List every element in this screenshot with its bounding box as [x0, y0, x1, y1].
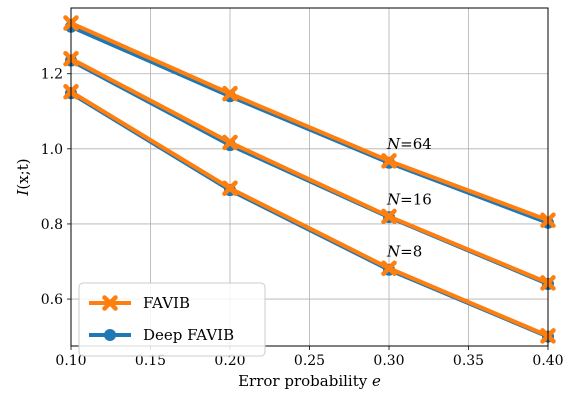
- deep-favib-line-n64: [70, 24, 549, 225]
- annotation-n8: N=8: [386, 242, 422, 260]
- annotation-n64: N=64: [386, 135, 432, 153]
- x-tick-label: 0.10: [55, 353, 86, 369]
- y-axis-label: I(x;t): [14, 158, 32, 196]
- x-tick-label: 0.40: [532, 353, 563, 369]
- y-tick-label: 1.0: [41, 142, 63, 158]
- annotation-n16: N=16: [386, 190, 432, 208]
- x-axis-label-variable: e: [372, 372, 381, 390]
- favib-line-n16: [70, 56, 549, 285]
- favib-series-group: [63, 15, 556, 344]
- legend: FAVIB Deep FAVIB: [78, 282, 266, 357]
- legend-entry-favib: FAVIB: [89, 294, 190, 312]
- x-axis-label-text: Error probability: [238, 372, 372, 390]
- y-tick-label: 0.6: [41, 292, 63, 308]
- legend-label: Deep FAVIB: [143, 326, 234, 344]
- y-axis-label-variable: I: [14, 189, 32, 197]
- legend-label: FAVIB: [143, 294, 190, 312]
- favib-line-n8: [69, 90, 549, 338]
- y-tick-label: 0.8: [41, 217, 63, 233]
- x-tick-label: 0.20: [214, 353, 245, 369]
- y-axis-label-rest: (x;t): [14, 158, 32, 189]
- legend-entry-deep-favib: Deep FAVIB: [89, 326, 234, 344]
- x-tick-label: 0.25: [294, 353, 325, 369]
- x-tick-label: 0.30: [373, 353, 404, 369]
- y-axis-ticks: 0.6 0.8 1.0 1.2: [41, 67, 71, 308]
- favib-point-n64: [222, 85, 238, 102]
- group-annotations: N=64 N=16 N=8: [386, 135, 432, 260]
- favib-line-n64: [70, 21, 549, 223]
- favib-point-n8: [222, 180, 238, 197]
- x-axis-ticks: 0.10 0.15 0.20 0.25 0.30 0.35 0.40: [55, 346, 564, 369]
- favib-point-n8: [381, 260, 397, 277]
- favib-point-n16: [381, 208, 397, 225]
- y-tick-label: 1.2: [41, 67, 63, 83]
- x-tick-label: 0.15: [135, 353, 166, 369]
- legend-marker: [102, 295, 118, 311]
- favib-point-n64: [381, 153, 397, 169]
- favib-point-n16: [222, 134, 238, 151]
- legend-marker: [104, 329, 116, 341]
- x-tick-label: 0.35: [453, 353, 484, 369]
- x-axis-label: Error probability e: [238, 372, 381, 390]
